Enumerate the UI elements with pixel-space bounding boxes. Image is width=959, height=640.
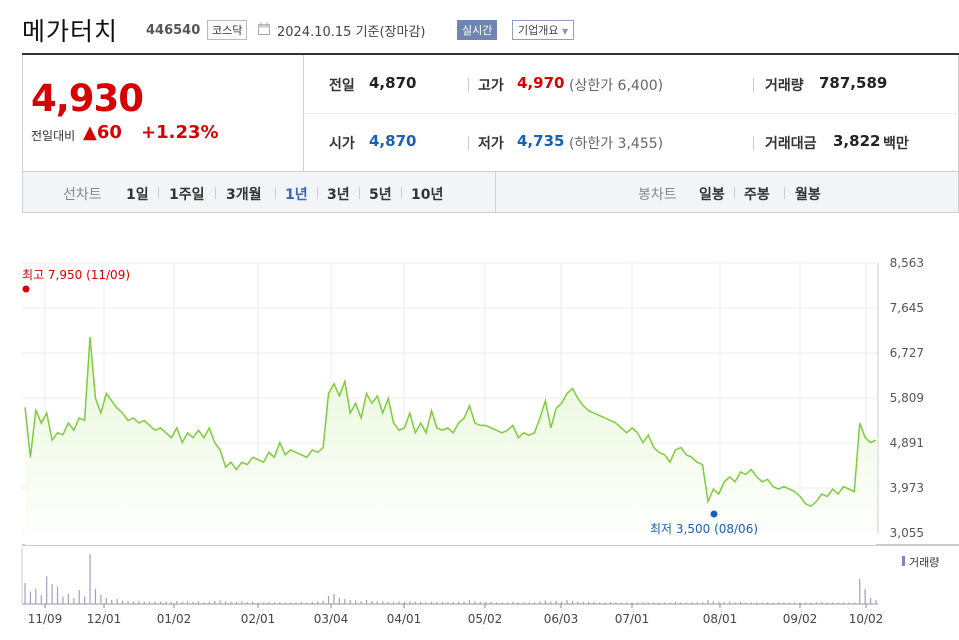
volume-legend: 거래량 (909, 556, 939, 569)
divider (401, 187, 402, 199)
price-line (24, 337, 877, 508)
open-label: 시가 (329, 136, 355, 152)
divider (275, 187, 276, 199)
divider (753, 78, 754, 92)
trade-amount-value: 3,822 (833, 132, 881, 150)
lower-limit: (하한가 3,455) (569, 136, 664, 152)
prev-close-label: 전일 (329, 78, 355, 94)
tab-3year[interactable]: 3년 (327, 187, 350, 203)
y-tick-label: 3,973 (890, 481, 924, 495)
tab-weekly-candle[interactable]: 주봉 (744, 187, 770, 203)
high-annotation: 최고 7,950 (11/09) (22, 268, 130, 282)
tab-10year[interactable]: 10년 (411, 187, 444, 203)
low-annotation: 최저 3,500 (08/06) (650, 522, 758, 536)
y-tick-label: 8,563 (890, 256, 924, 270)
tab-5year[interactable]: 5년 (369, 187, 392, 203)
x-tick-label: 02/01 (241, 612, 276, 626)
y-tick-label: 6,727 (890, 346, 924, 360)
divider (753, 136, 754, 150)
tab-daily-candle[interactable]: 일봉 (699, 187, 725, 203)
stock-header: 메가터치 446540 코스닥 2024.10.15 기준(장마감) 실시간 기… (22, 8, 959, 48)
realtime-badge: 실시간 (457, 20, 498, 40)
tab-3month[interactable]: 3개월 (226, 187, 262, 203)
candle-chart-label: 봉차트 (638, 187, 677, 203)
high-label: 고가 (478, 78, 504, 94)
calendar-icon (258, 22, 270, 35)
volume-value: 787,589 (819, 74, 888, 92)
high-marker (22, 285, 30, 293)
price-summary: 4,930 전일대비 ▲60 +1.23% 전일 4,870 고가 4,970 … (22, 55, 959, 172)
x-tick-label: 05/02 (468, 612, 503, 626)
base-date: 2024.10.15 기준(장마감) (277, 25, 426, 40)
current-price-panel: 4,930 전일대비 ▲60 +1.23% (23, 55, 304, 171)
tab-monthly-candle[interactable]: 월봉 (795, 187, 821, 203)
x-tick-label: 12/01 (87, 612, 122, 626)
x-tick-label: 11/09 (28, 612, 63, 626)
trade-amount-unit: 백만 (883, 136, 909, 152)
company-overview-dropdown[interactable]: 기업개요 ▼ (512, 20, 575, 40)
divider (359, 187, 360, 199)
tab-1year[interactable]: 1년 (285, 187, 308, 203)
x-tick-label: 06/03 (544, 612, 579, 626)
chart-period-tabs: 선차트 1일 1주일 3개월 1년 3년 5년 10년 봉차트 일봉 주봉 월봉 (22, 172, 959, 213)
x-tick-label: 10/02 (849, 612, 884, 626)
stock-code: 446540 (146, 23, 201, 38)
price-change-pct: +1.23% (141, 122, 219, 143)
open-value: 4,870 (369, 132, 417, 150)
change-label: 전일대비 (31, 129, 76, 143)
tab-1day[interactable]: 1일 (126, 187, 149, 203)
price-area (25, 337, 876, 545)
low-label: 저가 (478, 136, 504, 152)
volume-legend-icon (902, 556, 905, 566)
trade-amount-label: 거래대금 (765, 136, 817, 152)
y-tick-label: 3,055 (890, 526, 924, 540)
divider (468, 136, 469, 150)
upper-limit: (상한가 6,400) (569, 78, 664, 94)
company-name: 메가터치 (22, 17, 119, 46)
x-tick-label: 09/02 (783, 612, 818, 626)
line-chart-label: 선차트 (63, 187, 102, 203)
low-value: 4,735 (517, 132, 565, 150)
volume-label: 거래량 (765, 78, 804, 94)
price-change: ▲60 (83, 122, 122, 143)
divider (215, 187, 216, 199)
row-divider (303, 113, 959, 114)
x-tick-label: 07/01 (615, 612, 650, 626)
x-tick-label: 01/02 (157, 612, 192, 626)
y-tick-label: 7,645 (890, 301, 924, 315)
x-tick-label: 08/01 (703, 612, 738, 626)
x-tick-label: 03/04 (314, 612, 349, 626)
divider (734, 187, 735, 199)
current-price: 4,930 (31, 77, 144, 120)
tab-1week[interactable]: 1주일 (169, 187, 205, 203)
low-marker (710, 510, 718, 518)
market-badge: 코스닥 (207, 20, 248, 40)
high-value: 4,970 (517, 74, 565, 92)
y-tick-label: 4,891 (890, 436, 924, 450)
y-tick-label: 5,809 (890, 391, 924, 405)
tabs-divider (495, 172, 496, 212)
overview-label: 기업개요 (518, 24, 559, 37)
divider (158, 187, 159, 199)
chevron-down-icon: ▼ (561, 27, 569, 36)
x-tick-label: 04/01 (387, 612, 422, 626)
divider (468, 78, 469, 92)
prev-close-value: 4,870 (369, 74, 417, 92)
divider (784, 187, 785, 199)
header-rule (22, 53, 959, 55)
divider (317, 187, 318, 199)
